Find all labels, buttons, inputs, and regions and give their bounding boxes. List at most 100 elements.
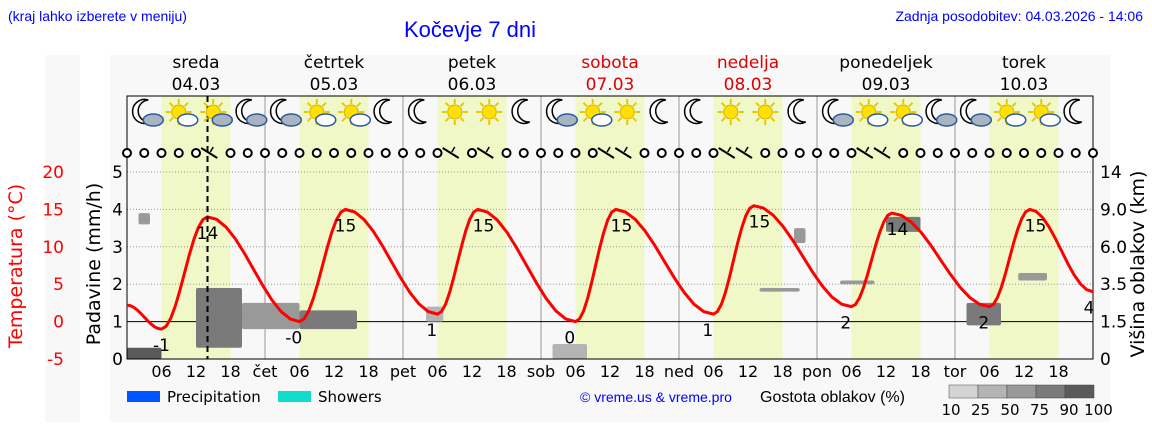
wind-calm-icon — [1088, 148, 1098, 158]
day-name: ponedeljek — [839, 53, 933, 73]
x-hour-tick: 06 — [703, 362, 723, 381]
day-date: 05.03 — [310, 75, 359, 95]
x-hour-tick: 12 — [324, 362, 344, 381]
cloud-shape — [867, 113, 889, 127]
sun-shape — [619, 104, 635, 120]
wind-barb-icon — [597, 147, 615, 159]
wind-barb-icon — [735, 147, 753, 159]
temp-label: 0 — [564, 329, 575, 349]
day-name: četrtek — [304, 53, 365, 73]
temp-label: 1 — [426, 321, 437, 341]
daylight-band — [437, 96, 507, 359]
sun-ray — [494, 102, 500, 108]
wind-barb-icon — [442, 147, 460, 159]
sun-ray — [893, 116, 899, 122]
moon-shape — [511, 98, 531, 125]
cloud-patch — [886, 216, 921, 232]
moon-cloud-icon — [131, 98, 164, 127]
cloud-shape — [211, 113, 233, 127]
temp-tick: 20 — [42, 163, 64, 183]
x-hour-tick: 12 — [186, 362, 206, 381]
wind-calm-icon — [1019, 148, 1029, 158]
cloud-shape — [280, 113, 302, 127]
moon-cloud-icon — [821, 98, 854, 127]
wind-barb-tick — [485, 146, 490, 153]
showers-label: Showers — [318, 388, 382, 406]
sun-ray — [479, 116, 485, 122]
x-hour-tick: 06 — [565, 362, 585, 381]
x-hour-tick: 12 — [600, 362, 620, 381]
sun-ray — [183, 102, 189, 108]
temp-label: 15 — [749, 213, 771, 233]
wind-barb-tick — [727, 146, 732, 153]
day-name: petek — [448, 53, 496, 73]
wind-calm-icon — [639, 148, 650, 158]
wind-calm-icon — [1001, 148, 1012, 158]
moon-icon — [373, 98, 393, 125]
temp-label: -0 — [285, 329, 302, 349]
day-name: nedelja — [717, 53, 779, 73]
x-hour-tick: 18 — [1048, 362, 1068, 381]
cloud-shape — [556, 113, 578, 127]
wind-calm-icon — [363, 148, 374, 158]
sun-ray — [444, 102, 450, 108]
wind-calm-icon — [518, 148, 529, 158]
cloud-shape — [970, 113, 992, 127]
sun-ray — [479, 102, 485, 108]
wind-barb-tick — [623, 146, 628, 153]
x-hour-tick: 12 — [876, 362, 896, 381]
cloud-shape — [1039, 113, 1061, 127]
cloud-patch — [552, 344, 587, 359]
sun-ray — [996, 102, 1002, 108]
wind-calm-icon — [760, 148, 771, 158]
temp-label: 1 — [702, 321, 713, 341]
sun-icon — [614, 99, 641, 125]
daylight-band — [575, 96, 645, 359]
temp-tick: 15 — [42, 200, 64, 220]
moon-icon — [787, 98, 807, 125]
wind-calm-icon — [1070, 148, 1081, 158]
moon-icon — [511, 98, 531, 125]
density-tick: 90 — [1059, 401, 1078, 419]
sun-ray — [632, 102, 638, 108]
x-hour-tick: 18 — [910, 362, 930, 381]
copyright-link[interactable]: © vreme.us & vreme.pro — [580, 389, 732, 405]
sun-cloud-icon — [165, 99, 199, 127]
cloud-density-title: Gostota oblakov (%) — [760, 389, 905, 406]
sun-ray — [459, 116, 465, 122]
wind-calm-icon — [967, 148, 978, 158]
cloud-patch — [759, 287, 800, 292]
day-date: 06.03 — [448, 75, 497, 95]
sun-ray — [873, 102, 879, 108]
legend: Precipitation Showers © vreme.us & vreme… — [127, 384, 1113, 419]
sun-ray — [617, 102, 623, 108]
cloud-patch — [1018, 272, 1047, 281]
x-hour-tick: 12 — [738, 362, 758, 381]
x-day-label: tor — [944, 362, 967, 381]
sun-shape — [447, 104, 463, 120]
wind-calm-icon — [1053, 148, 1064, 158]
wind-barb-tick — [209, 146, 214, 153]
sun-ray — [770, 116, 776, 122]
wind-calm-icon — [467, 148, 477, 158]
sun-cloud-icon — [855, 99, 889, 127]
wind-calm-icon — [708, 148, 719, 158]
cloud-shape — [591, 113, 613, 127]
precip-tick: 2 — [112, 275, 123, 295]
cloud-patch — [966, 302, 1001, 326]
sun-ray — [1046, 102, 1052, 108]
menu-hint[interactable]: (kraj lahko izberete v meniju) — [8, 8, 187, 24]
day-name: torek — [1002, 53, 1046, 73]
density-swatch — [948, 384, 979, 399]
wind-barb-tick — [606, 146, 611, 153]
wind-barb-tick — [882, 146, 887, 153]
sun-cloud-icon — [1028, 99, 1061, 127]
moon-shape — [787, 98, 807, 125]
sun-cloud-icon — [890, 99, 923, 127]
sun-ray — [597, 102, 603, 108]
precip-axis-label: Padavine (mm/h) — [83, 183, 105, 346]
cloud-shape — [832, 113, 854, 127]
wind-calm-icon — [225, 148, 236, 158]
sun-ray — [168, 116, 174, 122]
